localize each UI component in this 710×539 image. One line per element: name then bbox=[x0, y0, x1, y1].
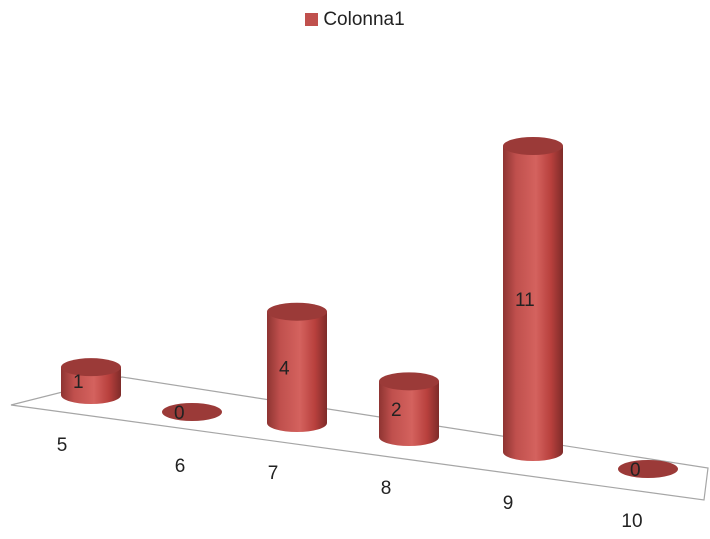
category-label-6: 6 bbox=[175, 456, 186, 477]
data-label-9: 11 bbox=[515, 290, 535, 311]
category-label-7: 7 bbox=[268, 463, 279, 484]
category-label-9: 9 bbox=[503, 493, 514, 514]
bar-top-8 bbox=[379, 372, 439, 391]
data-label-10: 0 bbox=[630, 460, 641, 481]
category-label-5: 5 bbox=[57, 435, 68, 456]
bar-9 bbox=[503, 146, 563, 461]
data-label-5: 1 bbox=[73, 372, 84, 393]
legend-label: Colonna1 bbox=[323, 9, 405, 30]
bar-top-6 bbox=[162, 403, 222, 421]
bar-5 bbox=[61, 367, 121, 404]
data-label-6: 0 bbox=[174, 403, 185, 424]
bar-7 bbox=[267, 311, 327, 432]
bar-8 bbox=[379, 381, 439, 446]
legend-swatch bbox=[305, 13, 319, 26]
bar-top-5 bbox=[61, 358, 121, 377]
category-label-10: 10 bbox=[621, 511, 642, 532]
bar-top-10 bbox=[618, 460, 678, 478]
data-label-7: 4 bbox=[279, 358, 290, 379]
bar-top-7 bbox=[267, 302, 327, 321]
bar-top-9 bbox=[503, 137, 563, 155]
category-label-8: 8 bbox=[381, 478, 392, 499]
data-label-8: 2 bbox=[391, 400, 402, 421]
legend: Colonna1 bbox=[0, 9, 710, 31]
